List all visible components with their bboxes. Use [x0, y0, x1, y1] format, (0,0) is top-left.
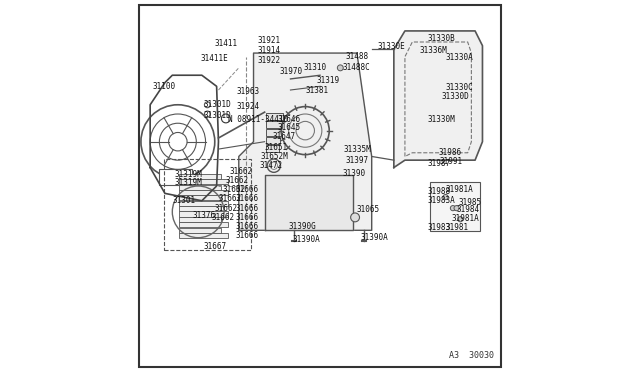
Text: 31983: 31983	[427, 223, 450, 232]
FancyBboxPatch shape	[179, 201, 228, 206]
Text: 31301: 31301	[172, 196, 195, 205]
FancyBboxPatch shape	[266, 112, 284, 120]
Text: 31319M: 31319M	[174, 178, 202, 187]
FancyBboxPatch shape	[179, 217, 221, 222]
Text: 31666: 31666	[235, 203, 258, 213]
Circle shape	[454, 206, 459, 211]
Text: 31319: 31319	[316, 76, 339, 85]
FancyBboxPatch shape	[179, 185, 221, 190]
Text: 31662: 31662	[222, 185, 245, 194]
Text: 31330B: 31330B	[427, 34, 455, 43]
Text: 31981A: 31981A	[451, 214, 479, 223]
Text: 31646: 31646	[278, 115, 301, 124]
Text: 31100: 31100	[152, 82, 175, 91]
Text: 31924: 31924	[237, 102, 260, 111]
Text: 31488C: 31488C	[342, 63, 370, 72]
Text: 31301D: 31301D	[204, 100, 232, 109]
Text: 31985: 31985	[458, 198, 481, 207]
Text: 31662: 31662	[230, 167, 253, 176]
Text: 31914: 31914	[257, 46, 280, 55]
Text: 31397: 31397	[346, 155, 369, 165]
Text: 31336M: 31336M	[420, 46, 447, 55]
Text: 31411E: 31411E	[200, 54, 228, 63]
FancyBboxPatch shape	[139, 5, 501, 367]
Text: 31390A: 31390A	[292, 235, 320, 244]
Text: 31330C: 31330C	[445, 83, 474, 92]
Text: 31981: 31981	[445, 223, 468, 232]
Polygon shape	[264, 175, 353, 230]
Text: 31662: 31662	[215, 203, 238, 213]
Text: 31411: 31411	[215, 39, 238, 48]
Text: 31319M: 31319M	[174, 170, 202, 179]
FancyBboxPatch shape	[179, 195, 221, 201]
FancyBboxPatch shape	[430, 182, 479, 231]
Text: 31981A: 31981A	[445, 185, 474, 194]
FancyBboxPatch shape	[179, 190, 228, 195]
FancyBboxPatch shape	[179, 233, 228, 238]
Polygon shape	[394, 31, 483, 167]
Circle shape	[458, 217, 463, 222]
FancyBboxPatch shape	[159, 169, 191, 185]
Circle shape	[443, 195, 448, 200]
Text: 31666: 31666	[235, 185, 258, 194]
Text: 31963: 31963	[237, 87, 260, 96]
Text: 31381: 31381	[305, 86, 328, 94]
FancyBboxPatch shape	[179, 211, 228, 217]
FancyBboxPatch shape	[266, 137, 280, 144]
Text: 31921: 31921	[257, 36, 280, 45]
Text: 31987: 31987	[427, 159, 450, 169]
FancyBboxPatch shape	[179, 174, 221, 179]
Text: 31970: 31970	[280, 67, 303, 76]
Polygon shape	[239, 53, 372, 230]
FancyBboxPatch shape	[179, 206, 221, 211]
FancyBboxPatch shape	[179, 222, 228, 227]
Text: 31666: 31666	[235, 195, 258, 203]
FancyBboxPatch shape	[179, 179, 228, 185]
Text: 31666: 31666	[235, 213, 258, 222]
Text: 31662: 31662	[211, 213, 234, 222]
Text: 31330M: 31330M	[427, 115, 455, 124]
FancyBboxPatch shape	[179, 228, 221, 233]
Text: 31983A: 31983A	[427, 196, 455, 205]
Text: 31984: 31984	[456, 205, 480, 215]
Text: 31922: 31922	[257, 56, 280, 65]
Text: 31652M: 31652M	[261, 152, 289, 161]
Text: 31390: 31390	[342, 169, 365, 177]
Circle shape	[351, 213, 360, 222]
FancyBboxPatch shape	[266, 129, 281, 136]
Text: 31986: 31986	[438, 148, 461, 157]
Text: 31488: 31488	[346, 52, 369, 61]
Text: 31065: 31065	[357, 205, 380, 215]
Circle shape	[451, 206, 456, 211]
Text: 31301D: 31301D	[204, 111, 232, 121]
FancyBboxPatch shape	[266, 145, 279, 153]
Text: 31666: 31666	[235, 222, 258, 231]
Text: 31330E: 31330E	[377, 42, 405, 51]
Text: 31666: 31666	[235, 231, 258, 240]
Text: 31662: 31662	[218, 195, 241, 203]
Text: 31330A: 31330A	[445, 53, 474, 62]
Text: 31330D: 31330D	[442, 92, 470, 101]
Text: 31651: 31651	[264, 143, 288, 152]
Text: 31376: 31376	[193, 211, 216, 220]
Text: 31662: 31662	[226, 176, 249, 185]
Text: 31390A: 31390A	[360, 233, 388, 242]
Text: 31645: 31645	[278, 123, 301, 132]
Text: 31991: 31991	[440, 157, 463, 166]
FancyBboxPatch shape	[266, 121, 282, 128]
Text: 31988: 31988	[427, 187, 450, 196]
Circle shape	[337, 65, 343, 71]
Text: A3  30030: A3 30030	[449, 350, 493, 359]
Text: 31667: 31667	[204, 243, 227, 251]
Text: 31335M: 31335M	[344, 145, 372, 154]
Text: N 08911-34410: N 08911-34410	[228, 115, 288, 124]
Text: 31390G: 31390G	[289, 222, 316, 231]
Text: 31647: 31647	[272, 132, 295, 141]
Text: 31472: 31472	[259, 161, 282, 170]
Text: 31310: 31310	[303, 63, 326, 72]
